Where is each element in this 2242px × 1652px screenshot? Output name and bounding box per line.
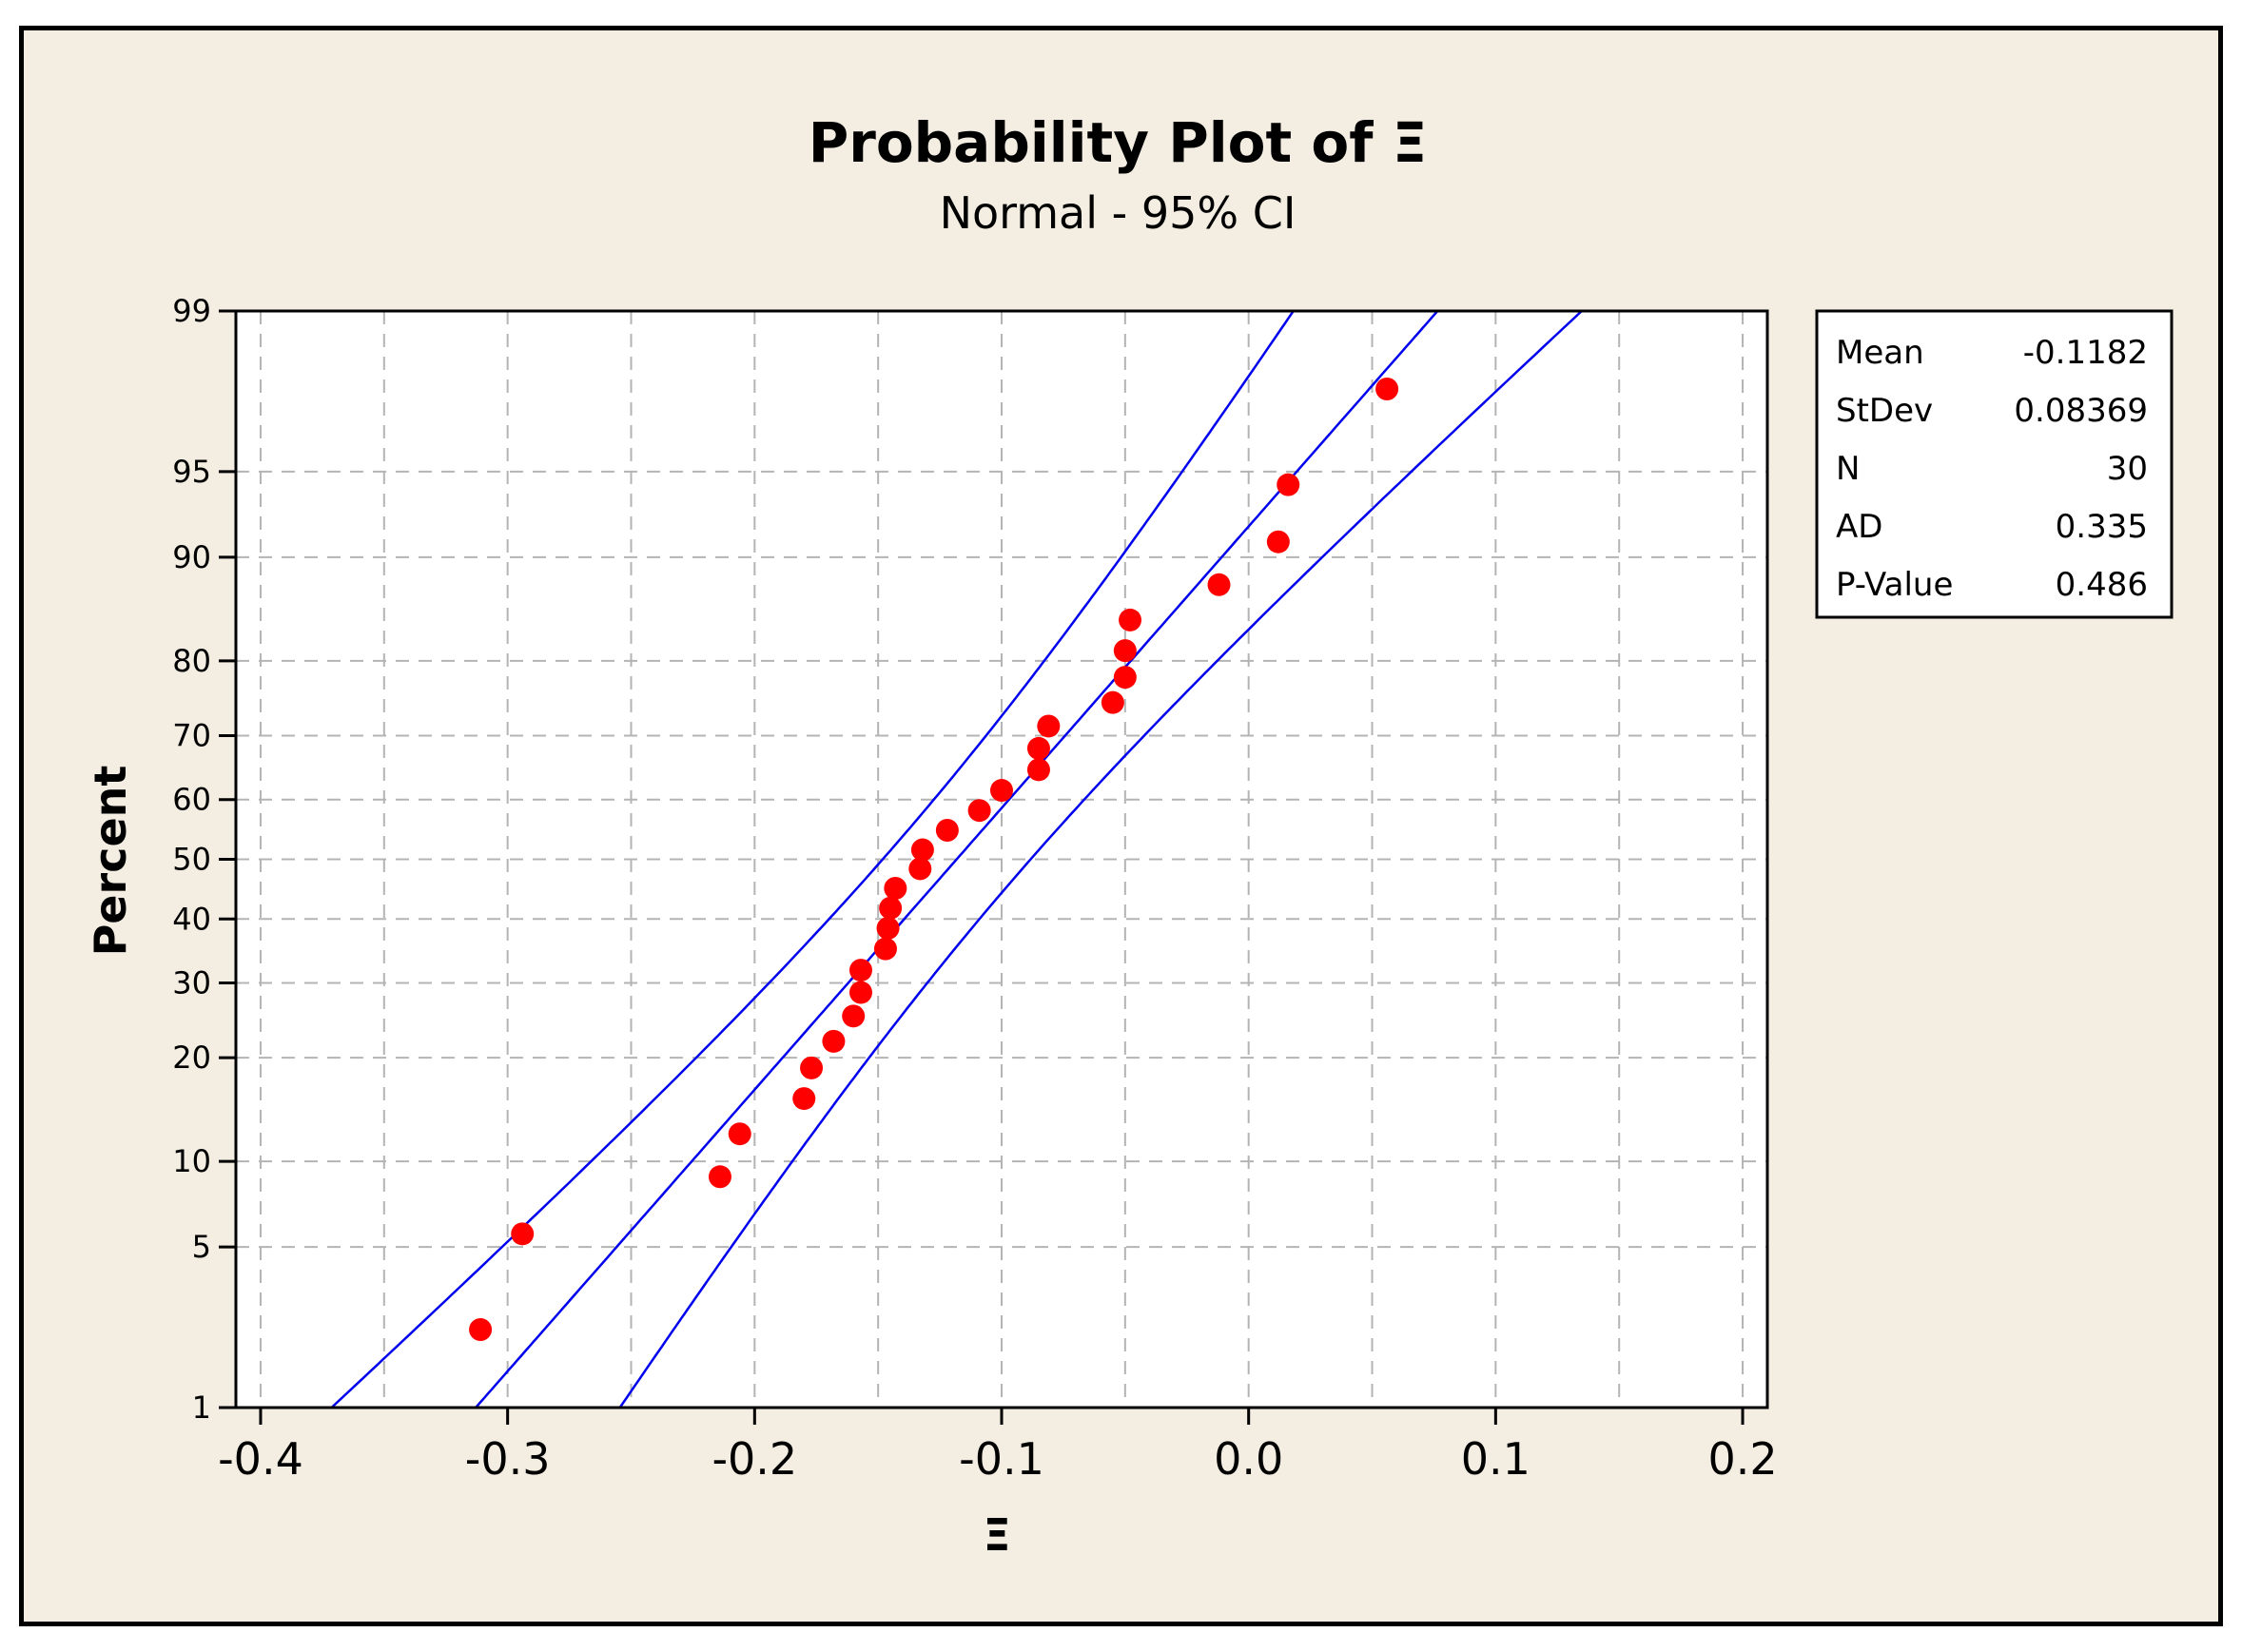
fit-and-ci-lines — [329, 311, 1584, 1408]
stat-label-ad: AD — [1836, 508, 1882, 546]
y-tick-label: 5 — [192, 1229, 211, 1265]
data-point — [1113, 639, 1137, 663]
x-tick-label: -0.1 — [959, 1433, 1044, 1485]
data-point — [848, 959, 872, 982]
data-point — [1277, 473, 1300, 496]
stat-value-p-value: 0.486 — [2056, 566, 2148, 604]
x-tick-label: 0.0 — [1214, 1433, 1283, 1485]
y-tick-label: 70 — [172, 718, 211, 754]
y-axis: 1 5 10 20 30 40 50 60 70 80 90 95 99 — [172, 293, 236, 1426]
chart-title: Probability Plot of Ξ — [809, 110, 1428, 175]
stat-value-n: 30 — [2107, 450, 2148, 488]
data-point — [848, 981, 872, 1004]
data-point — [1026, 758, 1050, 782]
data-point — [1119, 608, 1142, 632]
data-point — [842, 1004, 866, 1028]
stat-label-mean: Mean — [1836, 334, 1924, 372]
y-tick-label: 90 — [172, 539, 211, 575]
data-point — [822, 1029, 846, 1053]
y-tick-label: 50 — [172, 842, 211, 878]
data-points — [469, 378, 1399, 1341]
x-tick-label: 0.1 — [1461, 1433, 1530, 1485]
y-tick-label: 10 — [172, 1143, 211, 1179]
y-tick-label: 99 — [172, 293, 211, 329]
data-point — [1026, 736, 1050, 760]
data-point — [935, 818, 959, 842]
y-axis-label: Percent — [85, 766, 136, 957]
data-point — [800, 1056, 824, 1079]
x-axis: -0.4 -0.3 -0.2 -0.1 0.0 0.1 0.2 — [218, 1408, 1778, 1485]
y-tick-label: 30 — [172, 964, 211, 1001]
y-tick-label: 95 — [172, 454, 211, 490]
ci-lower-line — [618, 311, 1584, 1408]
y-tick-label: 40 — [172, 901, 211, 937]
stat-value-mean: -0.1182 — [2023, 334, 2148, 372]
data-point — [967, 799, 991, 823]
data-point — [910, 838, 934, 862]
stat-label-stdev: StDev — [1836, 392, 1933, 430]
data-point — [873, 937, 897, 961]
data-point — [990, 779, 1013, 803]
x-tick-label: 0.2 — [1707, 1433, 1777, 1485]
data-point — [879, 896, 903, 920]
x-tick-label: -0.2 — [712, 1433, 797, 1485]
fit-line — [474, 311, 1439, 1408]
data-point — [1375, 378, 1399, 401]
data-point — [876, 916, 900, 940]
x-axis-label: Ξ — [983, 1509, 1010, 1561]
y-tick-label: 80 — [172, 643, 211, 679]
statistics-box — [1815, 309, 2174, 619]
ci-upper-line — [329, 311, 1296, 1408]
data-point — [511, 1222, 535, 1246]
data-point — [1037, 714, 1061, 738]
y-tick-label: 1 — [192, 1390, 211, 1426]
data-point — [469, 1317, 493, 1341]
data-point — [908, 857, 932, 881]
stat-label-n: N — [1836, 450, 1860, 488]
y-tick-label: 20 — [172, 1040, 211, 1076]
y-tick-label: 60 — [172, 782, 211, 818]
data-point — [1101, 690, 1124, 714]
data-point — [792, 1087, 816, 1111]
grid — [236, 311, 1767, 1408]
x-tick-label: -0.4 — [218, 1433, 303, 1485]
data-point — [728, 1122, 751, 1146]
data-point — [1266, 530, 1290, 554]
data-point — [708, 1165, 731, 1189]
data-point — [1113, 666, 1137, 690]
stat-value-ad: 0.335 — [2056, 508, 2148, 546]
data-point — [884, 877, 907, 901]
statistics-legend: Mean -0.1182 StDev 0.08369 N 30 AD 0.335… — [1815, 309, 2174, 619]
data-point — [1207, 573, 1231, 596]
stat-label-p-value: P-Value — [1836, 566, 1953, 604]
chart-subtitle: Normal - 95% CI — [940, 187, 1296, 239]
stat-value-stdev: 0.08369 — [2014, 392, 2148, 430]
x-tick-label: -0.3 — [465, 1433, 551, 1485]
